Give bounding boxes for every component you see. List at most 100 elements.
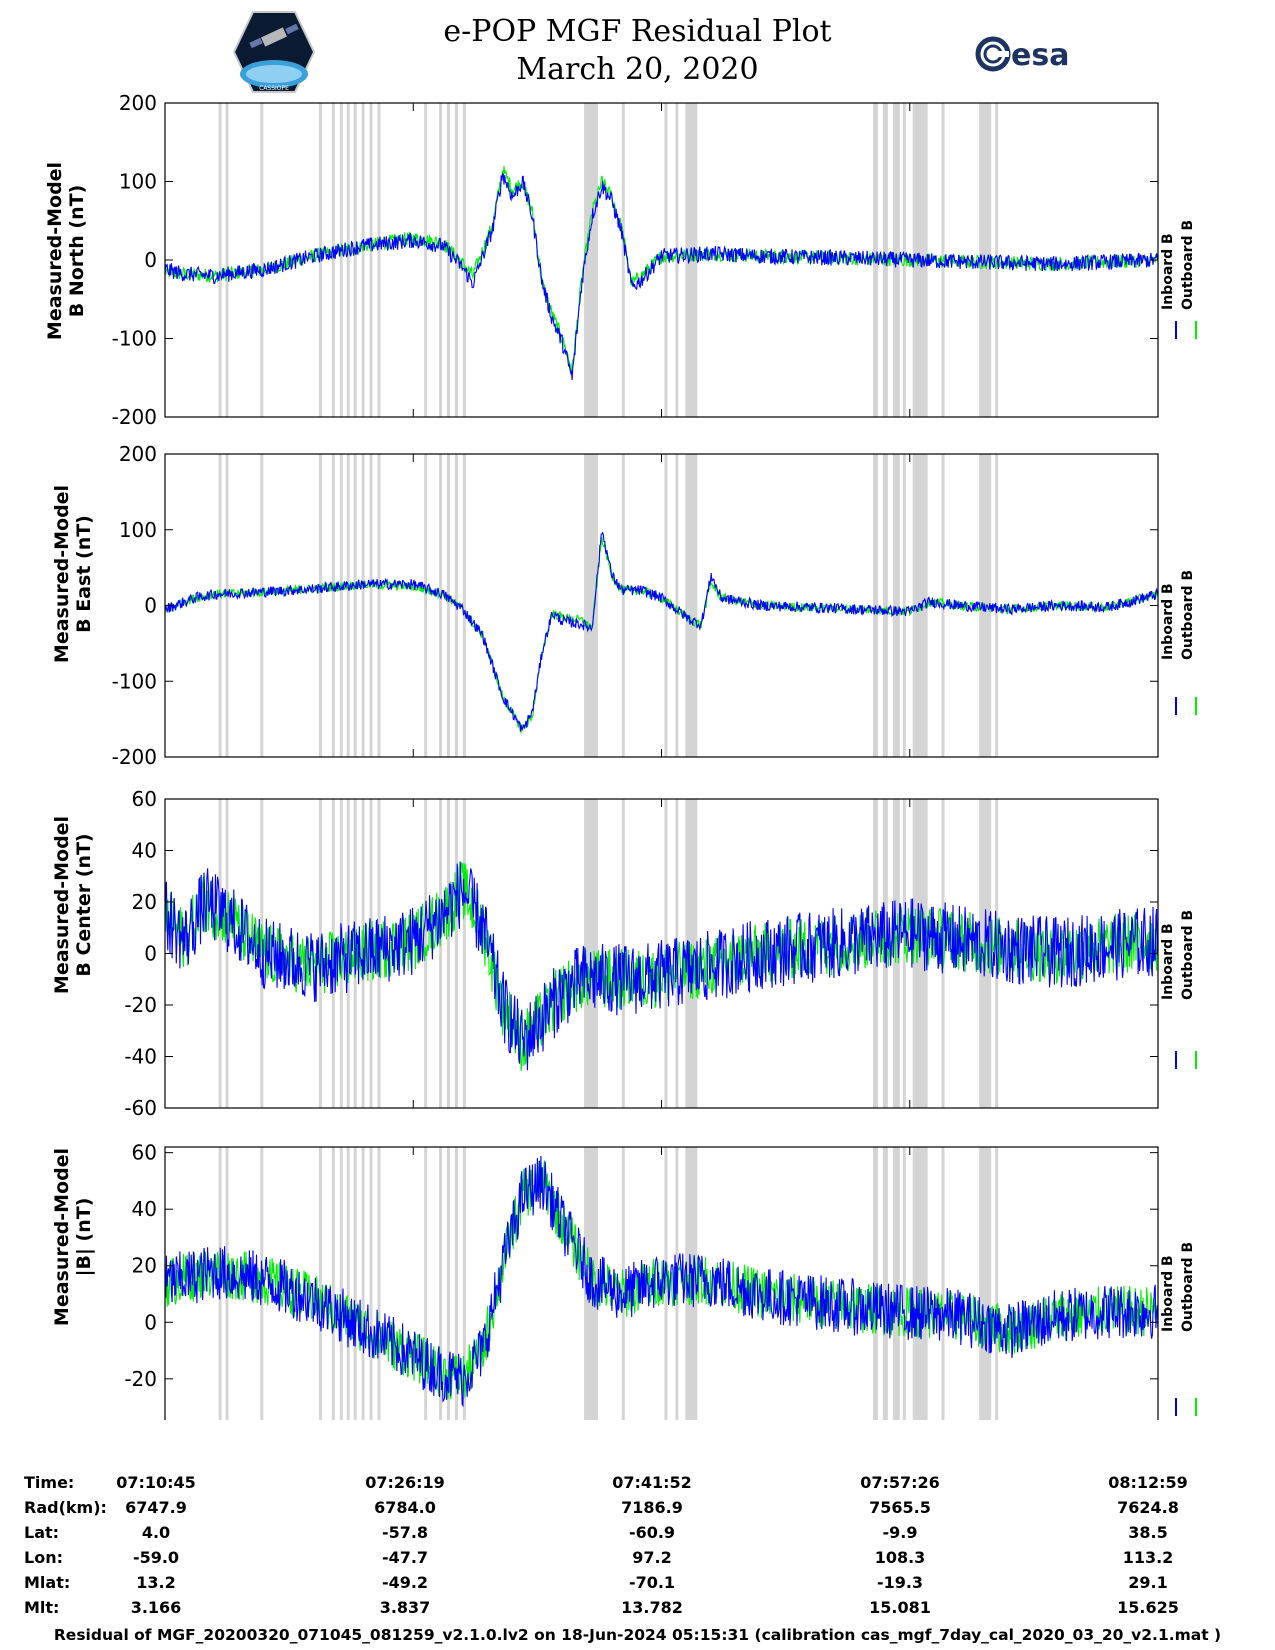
chart-title: e-POP MGF Residual Plot <box>443 14 832 49</box>
footer-caption: Residual of MGF_20200320_071045_081259_v… <box>53 1626 1222 1644</box>
gap-band <box>424 454 428 757</box>
gap-band <box>377 103 381 417</box>
y-tick-label: -100 <box>112 327 157 351</box>
y-tick-label: 20 <box>132 890 157 914</box>
gap-band <box>882 454 888 757</box>
panel-3: 60 40 20 0 -20 -40 -60 <box>124 787 1197 1120</box>
info-row-label: Lat: <box>24 1523 60 1542</box>
gap-band <box>369 454 373 757</box>
gap-band <box>424 103 428 417</box>
gap-band <box>318 1147 322 1420</box>
info-cell: -9.9 <box>882 1523 918 1542</box>
gap-band <box>339 103 343 417</box>
ylabel-panel-1: Measured-Model B North (nT) <box>44 161 88 341</box>
gap-band <box>361 1147 365 1420</box>
info-row-label: Time: <box>24 1473 75 1492</box>
ylabel-panel-3: Measured-Model B Center (nT) <box>51 815 95 995</box>
gap-band <box>995 1147 999 1420</box>
y-tick-label: -40 <box>124 1045 157 1069</box>
info-cell: -57.8 <box>381 1523 429 1542</box>
gap-band <box>941 1147 945 1420</box>
y-tick-label: 0 <box>144 1310 157 1334</box>
gap-band <box>318 103 322 417</box>
gap-band <box>218 454 222 757</box>
y-tick-label: 100 <box>119 170 157 194</box>
gap-band <box>439 103 443 417</box>
series-inboard-line <box>164 172 1159 381</box>
info-cell: -47.7 <box>381 1548 429 1567</box>
gap-band <box>447 799 450 1108</box>
gap-band <box>361 103 365 417</box>
info-cell: 97.2 <box>632 1548 672 1567</box>
gap-band <box>892 1147 900 1420</box>
gap-band <box>675 103 679 417</box>
panel-1: 200 100 0 -100 -200 <box>112 91 1197 429</box>
gap-band <box>685 454 698 757</box>
info-cell: 07:10:45 <box>116 1473 196 1492</box>
gap-band <box>260 799 264 1108</box>
gap-band <box>873 454 878 757</box>
info-cell: 4.0 <box>141 1523 171 1542</box>
gap-band <box>439 799 443 1108</box>
gap-band <box>621 454 625 757</box>
y-tick-label: 0 <box>144 942 157 966</box>
gap-band <box>346 454 350 757</box>
gap-band <box>462 799 466 1108</box>
info-cell: 29.1 <box>1128 1573 1168 1592</box>
gap-band <box>339 799 343 1108</box>
info-row-label: Mlt: <box>24 1598 60 1617</box>
info-cell: 38.5 <box>1128 1523 1168 1542</box>
y-tick-label: 60 <box>132 787 157 811</box>
y-tick-label: 0 <box>144 248 157 272</box>
panel-2: 200 100 0 -100 -200 <box>112 442 1197 769</box>
gap-band <box>318 454 322 757</box>
info-cell: -19.3 <box>876 1573 924 1592</box>
info-cell: 113.2 <box>1122 1548 1174 1567</box>
gap-band <box>447 103 450 417</box>
info-cell: 07:41:52 <box>612 1473 692 1492</box>
gap-band <box>339 454 343 757</box>
gap-band <box>902 1147 906 1420</box>
y-tick-label: -200 <box>112 405 157 429</box>
gap-band <box>995 103 999 417</box>
info-cell: 13.2 <box>136 1573 176 1592</box>
gap-band <box>369 103 373 417</box>
info-cell: 7565.5 <box>869 1498 931 1517</box>
y-tick-label: -60 <box>124 1096 157 1120</box>
y-tick-label: 60 <box>132 1141 157 1165</box>
y-tick-label: -20 <box>124 993 157 1017</box>
gap-band <box>339 1147 343 1420</box>
info-cell: 15.081 <box>869 1598 931 1617</box>
esa-logo-text: esa <box>1011 38 1069 73</box>
series-outboard-line <box>164 536 1159 734</box>
gap-band <box>462 454 466 757</box>
info-cell: 108.3 <box>874 1548 926 1567</box>
gap-band <box>369 1147 373 1420</box>
gap-band <box>873 799 878 1108</box>
gap-band <box>225 799 229 1108</box>
legend-panel-2: Inboard B Outboard B <box>1160 569 1196 660</box>
info-row-label: Mlat: <box>24 1573 71 1592</box>
y-tick-label: -200 <box>112 745 157 769</box>
gap-band <box>979 1147 992 1420</box>
gap-band <box>621 103 625 417</box>
y-tick-label: 20 <box>132 1254 157 1278</box>
gap-band <box>346 799 350 1108</box>
gap-band <box>584 103 598 417</box>
gap-band <box>892 454 900 757</box>
info-row-label: Rad(km): <box>24 1498 107 1517</box>
gap-band <box>979 454 992 757</box>
legend-panel-4: Inboard B Outboard B <box>1160 1241 1196 1332</box>
gap-band <box>353 1147 357 1420</box>
gap-band <box>260 454 264 757</box>
y-tick-label: 0 <box>144 594 157 618</box>
gap-band <box>260 103 264 417</box>
info-cell: 7186.9 <box>621 1498 683 1517</box>
y-tick-label: -100 <box>112 669 157 693</box>
gap-band <box>439 454 443 757</box>
gap-band <box>331 454 335 757</box>
gap-band <box>873 1147 878 1420</box>
gap-band <box>902 454 906 757</box>
gap-band <box>218 799 222 1108</box>
